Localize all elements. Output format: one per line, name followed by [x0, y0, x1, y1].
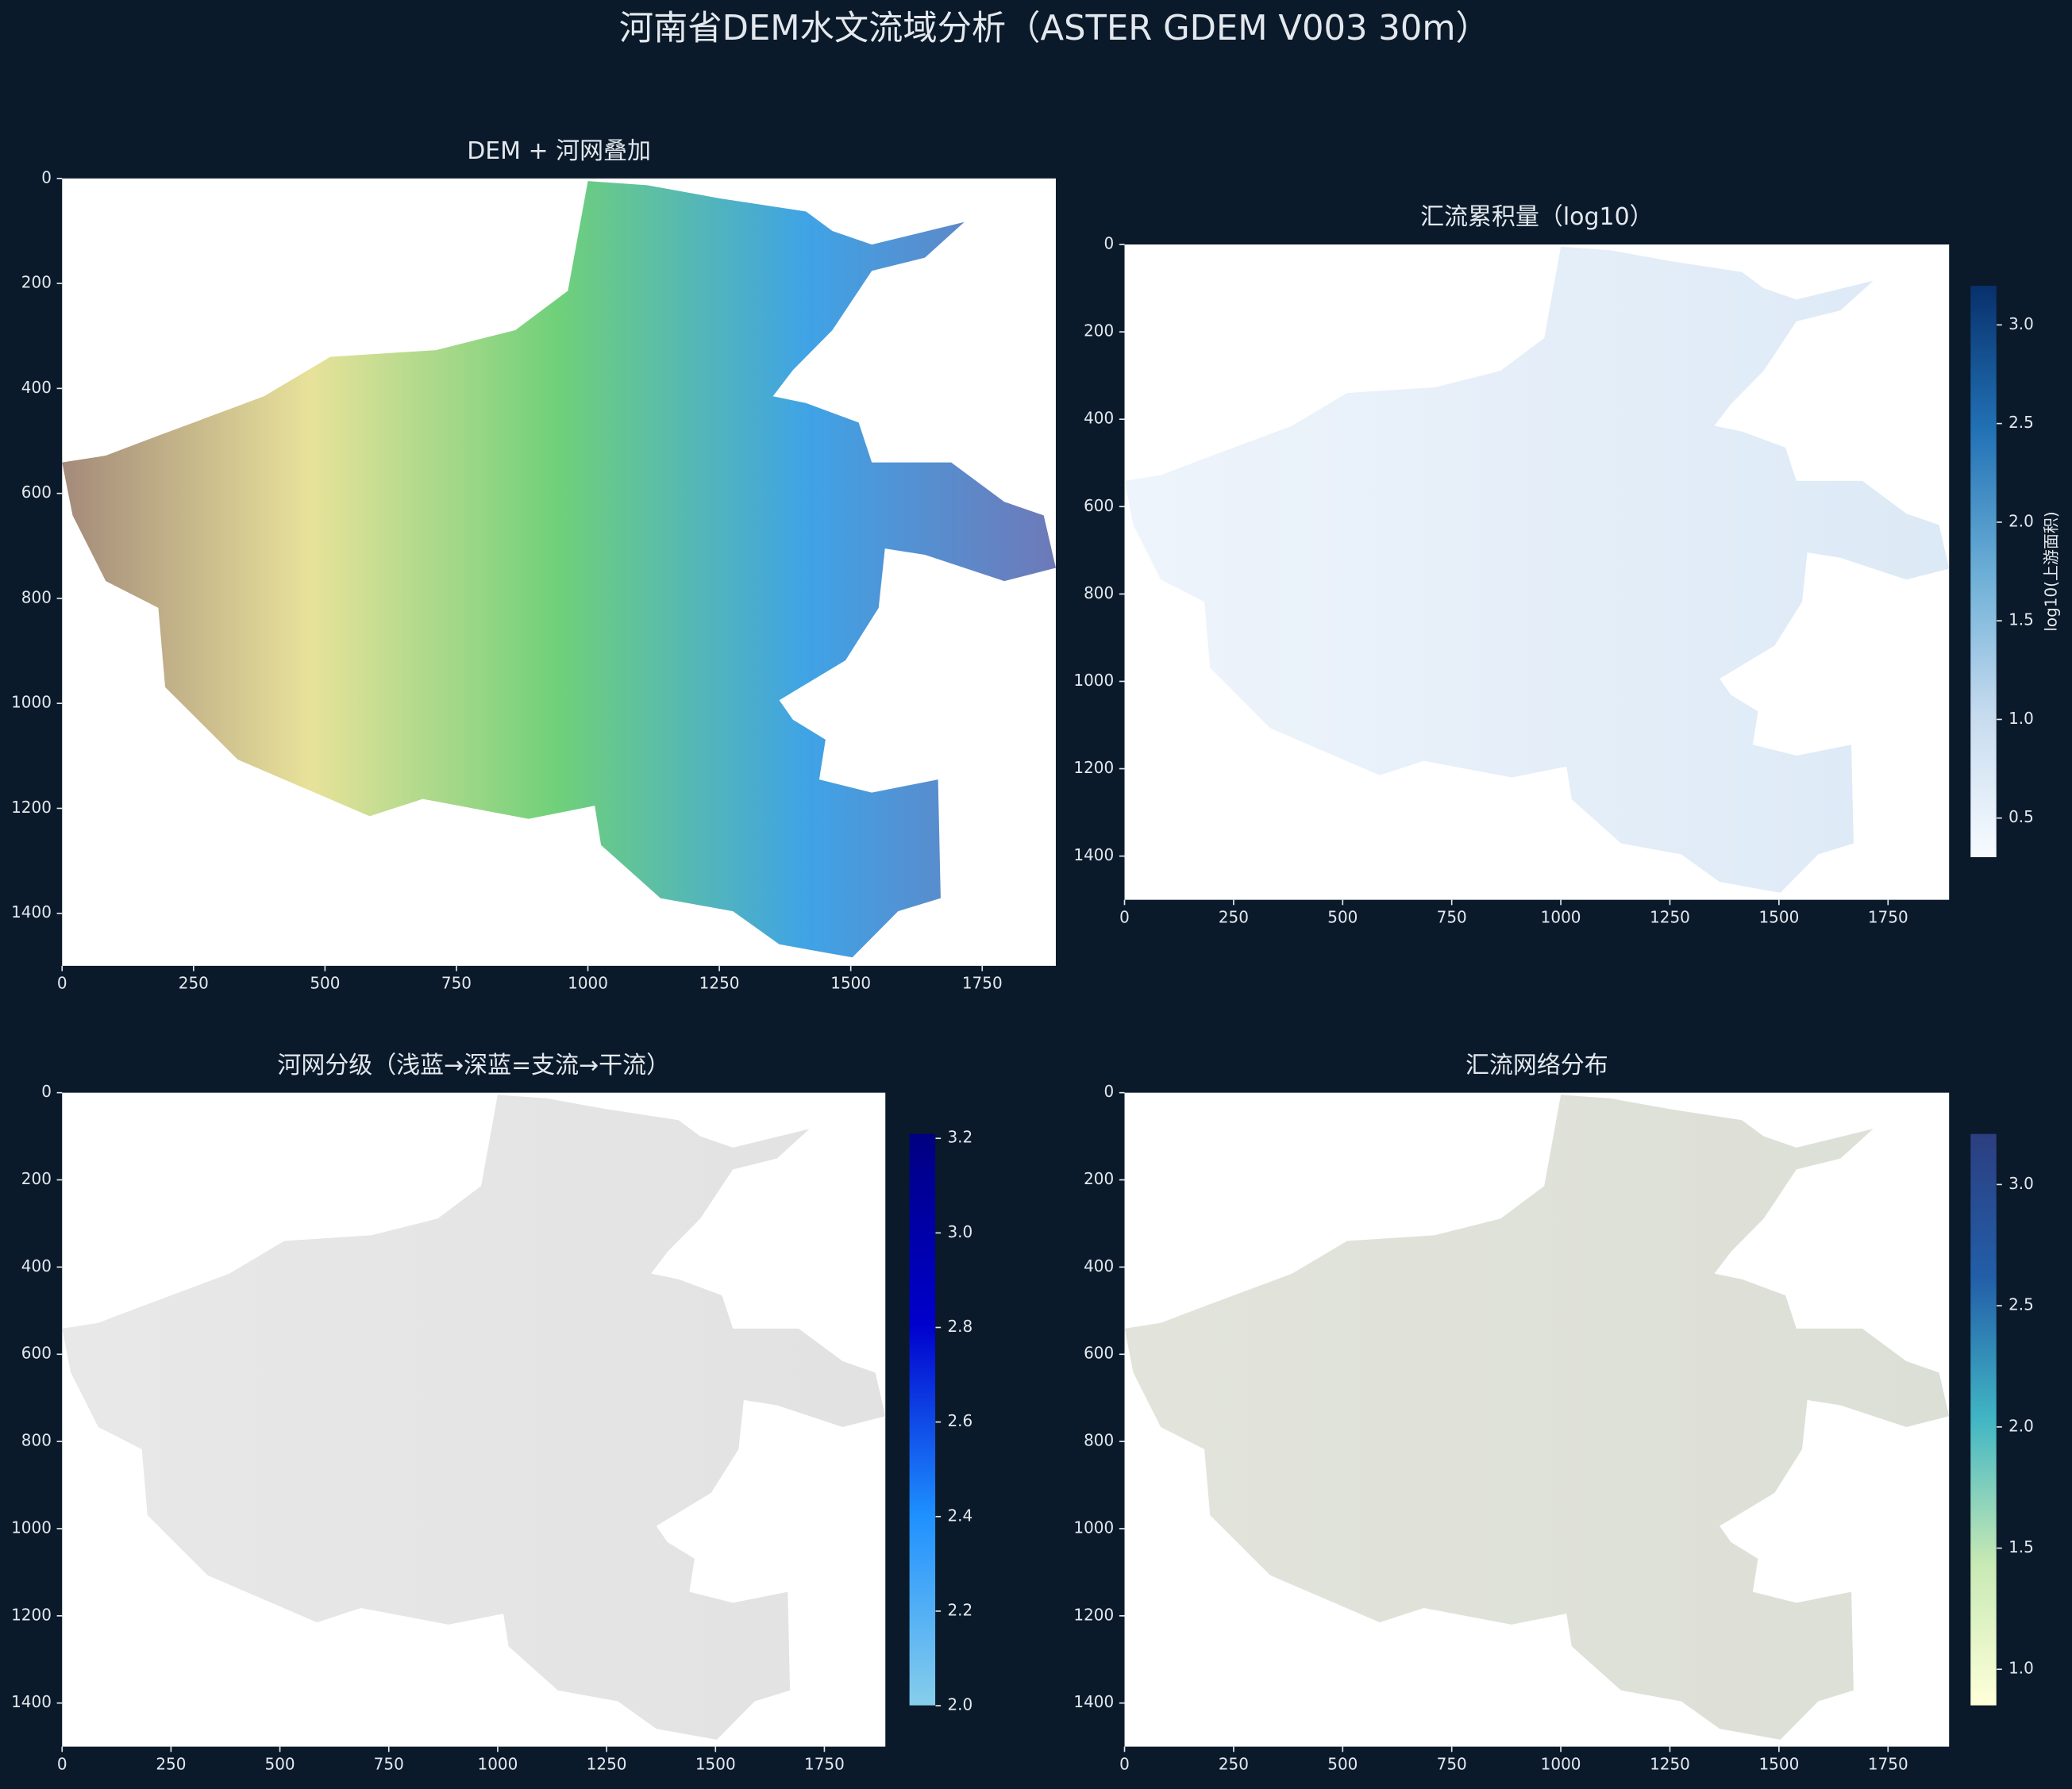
x-tick-label: 500 — [1327, 907, 1358, 926]
x-tick-label: 0 — [57, 1754, 67, 1773]
y-tick-label: 200 — [21, 273, 52, 292]
y-tick-label: 0 — [1103, 1082, 1114, 1101]
x-tick-label: 500 — [265, 1754, 295, 1773]
colorbar-tick-label: 3.0 — [947, 1222, 972, 1241]
x-tick-label: 1500 — [695, 1754, 736, 1773]
colorbar-tick-label: 2.0 — [2008, 1416, 2034, 1435]
x-tick-label: 1250 — [699, 974, 740, 993]
panel-title: 汇流网络分布 — [1465, 1052, 1608, 1079]
y-tick-label: 1400 — [1073, 845, 1114, 864]
map-region — [1124, 246, 1950, 893]
y-tick-label: 1400 — [11, 1692, 52, 1711]
y-tick-label: 1200 — [1073, 1605, 1114, 1624]
y-tick-label: 1000 — [1073, 671, 1114, 690]
y-tick-label: 200 — [1084, 1169, 1114, 1188]
x-tick-label: 1000 — [568, 974, 608, 993]
colorbar-tick-label: 3.0 — [2008, 1174, 2034, 1193]
colorbar-tick-label: 1.0 — [2008, 1659, 2034, 1678]
colorbar-tick-label: 2.2 — [947, 1600, 972, 1619]
x-tick-label: 1500 — [830, 974, 871, 993]
x-tick-label: 250 — [1219, 907, 1249, 926]
y-tick-label: 1400 — [11, 902, 52, 921]
x-tick-label: 1500 — [1758, 907, 1799, 926]
panel-title: 河网分级（浅蓝→深蓝=支流→干流） — [277, 1052, 670, 1079]
x-tick-label: 1000 — [1541, 1754, 1581, 1773]
x-tick-label: 1250 — [1650, 1754, 1690, 1773]
colorbar-tick-label: 1.5 — [2008, 610, 2034, 629]
y-tick-label: 0 — [41, 1082, 52, 1101]
figure-title: 河南省DEM水文流域分析（ASTER GDEM V003 30m） — [619, 9, 1490, 48]
colorbar-tick-label: 2.5 — [2008, 1295, 2034, 1314]
colorbar-tick-label: 2.5 — [2008, 413, 2034, 432]
x-tick-label: 1500 — [1758, 1754, 1799, 1773]
colorbar-tick-label: 2.8 — [947, 1317, 972, 1336]
y-tick-label: 1000 — [11, 693, 52, 712]
x-tick-label: 1750 — [804, 1754, 845, 1773]
y-tick-label: 600 — [1084, 496, 1114, 515]
y-tick-label: 1000 — [11, 1518, 52, 1537]
x-tick-label: 250 — [179, 974, 209, 993]
colorbar — [1970, 1133, 1997, 1706]
map-region — [62, 181, 1056, 958]
x-tick-label: 0 — [1119, 1754, 1130, 1773]
x-tick-label: 750 — [1437, 907, 1467, 926]
y-tick-label: 600 — [1084, 1344, 1114, 1363]
x-tick-label: 250 — [1219, 1754, 1249, 1773]
y-tick-label: 0 — [1103, 234, 1114, 253]
x-tick-label: 1750 — [962, 974, 1003, 993]
x-tick-label: 500 — [1327, 1754, 1358, 1773]
x-tick-label: 750 — [1437, 1754, 1467, 1773]
y-tick-label: 1200 — [11, 798, 52, 817]
y-tick-label: 400 — [1084, 1256, 1114, 1275]
panel-title: 汇流累积量（log10） — [1420, 203, 1653, 231]
map-region — [62, 1095, 886, 1740]
x-tick-label: 1000 — [1541, 907, 1581, 926]
y-tick-label: 400 — [21, 1256, 52, 1275]
x-tick-label: 750 — [441, 974, 472, 993]
x-tick-label: 1250 — [1650, 907, 1690, 926]
colorbar-tick-label: 2.0 — [947, 1695, 972, 1714]
y-tick-label: 800 — [21, 587, 52, 606]
colorbar-tick-label: 2.6 — [947, 1411, 972, 1430]
colorbar-label: log10(上游面积) — [2042, 511, 2061, 631]
x-tick-label: 1750 — [1868, 1754, 1908, 1773]
colorbar-tick-label: 0.5 — [2008, 807, 2034, 826]
panel-title: DEM + 河网叠加 — [467, 137, 651, 165]
y-tick-label: 400 — [1084, 409, 1114, 428]
colorbar-tick-label: 1.5 — [2008, 1537, 2034, 1556]
colorbar — [1970, 285, 1997, 858]
y-tick-label: 600 — [21, 483, 52, 502]
colorbar-tick-label: 2.0 — [2008, 511, 2034, 530]
y-tick-label: 800 — [1084, 1431, 1114, 1450]
map-region — [1124, 1095, 1950, 1740]
x-tick-label: 250 — [156, 1754, 186, 1773]
x-tick-label: 0 — [1119, 907, 1130, 926]
y-tick-label: 1000 — [1073, 1518, 1114, 1537]
x-tick-label: 500 — [310, 974, 340, 993]
y-tick-label: 600 — [21, 1344, 52, 1363]
y-tick-label: 200 — [21, 1169, 52, 1188]
x-tick-label: 0 — [57, 974, 67, 993]
y-tick-label: 400 — [21, 378, 52, 397]
x-tick-label: 1250 — [587, 1754, 627, 1773]
colorbar-tick-label: 2.4 — [947, 1506, 972, 1525]
y-tick-label: 1200 — [1073, 758, 1114, 777]
x-tick-label: 1750 — [1868, 907, 1908, 926]
y-tick-label: 800 — [1084, 583, 1114, 602]
y-tick-label: 1400 — [1073, 1692, 1114, 1711]
y-tick-label: 800 — [21, 1431, 52, 1450]
y-tick-label: 200 — [1084, 321, 1114, 340]
colorbar-tick-label: 3.0 — [2008, 314, 2034, 333]
colorbar — [908, 1133, 936, 1706]
y-tick-label: 0 — [41, 167, 52, 187]
x-tick-label: 1000 — [478, 1754, 518, 1773]
colorbar-tick-label: 3.2 — [947, 1128, 972, 1147]
colorbar-tick-label: 1.0 — [2008, 709, 2034, 728]
x-tick-label: 750 — [374, 1754, 404, 1773]
y-tick-label: 1200 — [11, 1605, 52, 1624]
